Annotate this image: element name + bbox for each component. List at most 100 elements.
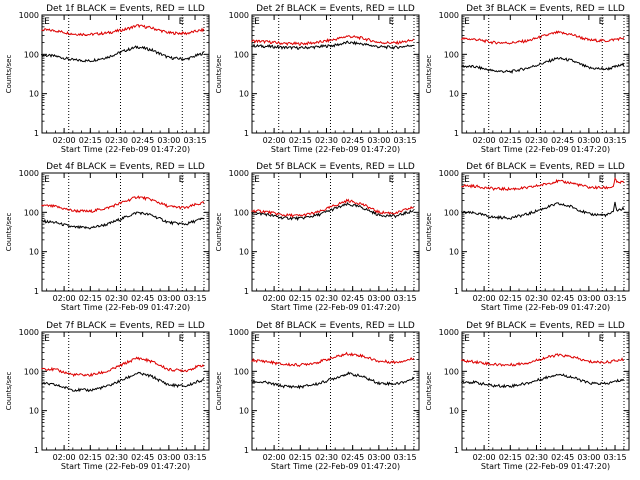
- y-tick-label: 1000: [19, 11, 39, 20]
- chart-panel-4: Det 4f BLACK = Events, RED = LLD Counts/s…: [5, 162, 210, 312]
- events-series-line: [461, 373, 625, 389]
- x-tick-label: 03:15: [394, 453, 417, 462]
- x-tick-label: 02:00: [53, 294, 76, 303]
- x-tick-label: 02:00: [263, 453, 286, 462]
- x-tick-label: 03:15: [604, 294, 627, 303]
- y-tick-label: 100: [234, 208, 249, 217]
- x-tick-label: 02:45: [551, 294, 574, 303]
- chart-panel-2: Det 2f BLACK = Events, RED = LLD Counts/s…: [215, 4, 420, 154]
- y-tick-label: 1: [454, 446, 459, 455]
- lld-series-line: [461, 353, 624, 367]
- y-tick-label: 10: [29, 90, 39, 99]
- x-tick-label: 02:15: [499, 453, 522, 462]
- y-tick-label: 10: [449, 407, 459, 416]
- x-tick-label: 02:30: [315, 294, 338, 303]
- x-tick-label: 02:45: [551, 453, 574, 462]
- chart-panel-5: Det 5f BLACK = Events, RED = LLD Counts/s…: [215, 162, 420, 312]
- event-marker: E: [599, 334, 605, 344]
- x-tick-label: 03:00: [367, 294, 390, 303]
- y-axis-label: Counts/sec: [215, 213, 223, 252]
- x-axis-label: Start Time (22-Feb-09 01:47:20): [481, 462, 610, 471]
- x-tick-label: 02:45: [341, 136, 364, 145]
- x-tick-label: 03:15: [184, 453, 207, 462]
- x-tick-label: 03:00: [157, 294, 180, 303]
- x-tick-label: 03:00: [367, 136, 390, 145]
- lld-series-line: [461, 30, 625, 45]
- y-tick-label: 1000: [19, 169, 39, 178]
- x-tick-label: 02:30: [525, 294, 548, 303]
- x-tick-label: 02:00: [263, 294, 286, 303]
- x-tick-label: 02:45: [131, 294, 154, 303]
- event-marker: E: [254, 17, 260, 27]
- x-tick-label: 02:15: [79, 453, 102, 462]
- chart-title: Det 4f BLACK = Events, RED = LLD: [46, 162, 205, 172]
- x-tick-label: 03:00: [157, 136, 180, 145]
- y-tick-label: 1000: [439, 11, 459, 20]
- y-tick-label: 1000: [229, 328, 249, 337]
- events-series-line: [41, 211, 205, 230]
- x-tick-label: 02:00: [53, 136, 76, 145]
- x-tick-label: 02:45: [551, 136, 574, 145]
- x-tick-label: 03:00: [577, 136, 600, 145]
- events-series-line: [250, 371, 415, 390]
- y-tick-label: 100: [444, 50, 459, 59]
- x-tick-label: 03:00: [577, 453, 600, 462]
- y-tick-label: 1: [244, 287, 249, 296]
- y-tick-label: 10: [239, 90, 249, 99]
- y-axis-label: Counts/sec: [215, 372, 223, 411]
- y-tick-label: 1: [34, 129, 39, 138]
- y-tick-label: 1000: [229, 11, 249, 20]
- event-marker: E: [389, 17, 395, 27]
- chart-title: Det 2f BLACK = Events, RED = LLD: [256, 4, 415, 14]
- x-tick-label: 02:00: [53, 453, 76, 462]
- y-tick-label: 1: [34, 446, 39, 455]
- events-series-line: [251, 40, 414, 51]
- event-marker: E: [179, 175, 185, 185]
- x-tick-label: 02:00: [473, 294, 496, 303]
- y-tick-label: 1: [34, 287, 39, 296]
- plot-frame: [41, 331, 210, 451]
- event-marker: E: [179, 17, 185, 27]
- event-marker: E: [254, 334, 260, 344]
- x-tick-label: 03:15: [604, 453, 627, 462]
- events-series-line: [41, 371, 205, 393]
- x-tick-label: 02:45: [131, 453, 154, 462]
- lld-series-line: [461, 177, 625, 192]
- x-tick-label: 02:45: [131, 136, 154, 145]
- x-tick-label: 02:00: [473, 136, 496, 145]
- plot-frame: [251, 172, 420, 292]
- x-axis-label: Start Time (22-Feb-09 01:47:20): [271, 145, 400, 154]
- event-marker: E: [464, 175, 470, 185]
- lld-series-line: [41, 356, 205, 378]
- event-marker: E: [599, 17, 605, 27]
- chart-panel-8: Det 8f BLACK = Events, RED = LLD Counts/s…: [215, 321, 420, 471]
- event-marker: E: [389, 175, 395, 185]
- y-tick-label: 1000: [19, 328, 39, 337]
- x-axis-label: Start Time (22-Feb-09 01:47:20): [61, 145, 190, 154]
- y-tick-label: 100: [24, 50, 39, 59]
- y-tick-label: 1: [454, 287, 459, 296]
- event-marker: E: [464, 17, 470, 27]
- event-marker: E: [389, 334, 395, 344]
- x-tick-label: 03:00: [367, 453, 390, 462]
- x-axis-label: Start Time (22-Feb-09 01:47:20): [481, 303, 610, 312]
- y-tick-label: 100: [444, 208, 459, 217]
- x-tick-label: 03:00: [157, 453, 180, 462]
- y-tick-label: 100: [234, 367, 249, 376]
- event-marker: E: [599, 175, 605, 185]
- x-tick-label: 02:30: [525, 136, 548, 145]
- lld-series-line: [251, 351, 415, 368]
- lld-series-line: [251, 35, 415, 46]
- x-tick-label: 02:30: [315, 453, 338, 462]
- y-axis-label: Counts/sec: [5, 55, 13, 94]
- y-tick-label: 10: [239, 248, 249, 257]
- x-tick-label: 03:15: [604, 136, 627, 145]
- plot-frame: [461, 331, 630, 451]
- x-tick-label: 02:30: [525, 453, 548, 462]
- x-tick-label: 03:00: [577, 294, 600, 303]
- events-series-line: [40, 45, 204, 63]
- x-tick-label: 03:15: [394, 136, 417, 145]
- x-axis-label: Start Time (22-Feb-09 01:47:20): [61, 303, 190, 312]
- x-tick-label: 02:15: [79, 294, 102, 303]
